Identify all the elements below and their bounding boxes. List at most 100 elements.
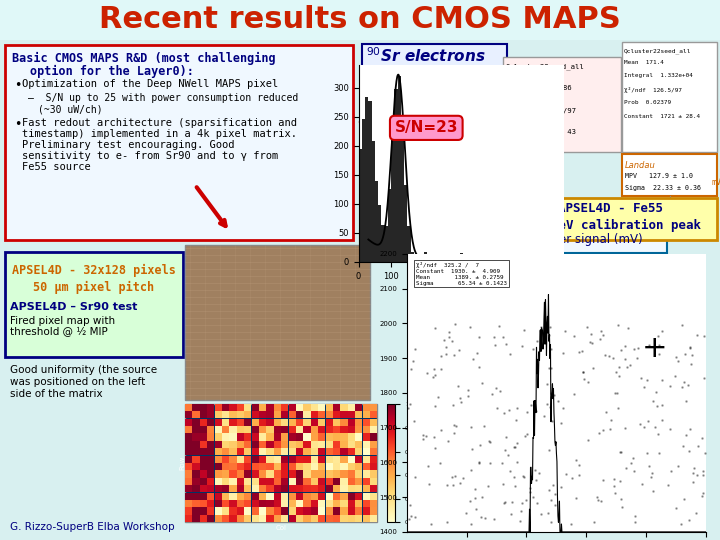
Bar bbox=[375, 180, 378, 262]
Bar bbox=[230, 485, 237, 492]
Point bbox=[653, 448, 665, 457]
Point bbox=[409, 345, 420, 354]
Bar bbox=[222, 500, 229, 507]
Bar bbox=[311, 411, 318, 418]
Point bbox=[615, 346, 626, 354]
Bar bbox=[348, 470, 355, 477]
Bar bbox=[370, 448, 377, 455]
Bar bbox=[289, 434, 296, 441]
Text: Integral  1.332e+04: Integral 1.332e+04 bbox=[624, 73, 693, 78]
Bar bbox=[200, 411, 207, 418]
Text: APSEL4D - Fe55: APSEL4D - Fe55 bbox=[559, 202, 664, 215]
Bar bbox=[303, 515, 310, 522]
Point bbox=[529, 465, 541, 474]
Point bbox=[429, 402, 441, 410]
Point bbox=[504, 350, 516, 359]
Bar bbox=[289, 404, 296, 411]
Bar bbox=[282, 485, 289, 492]
Bar bbox=[200, 441, 207, 448]
Bar bbox=[266, 515, 274, 522]
Point bbox=[521, 430, 533, 438]
Point bbox=[542, 509, 554, 517]
Point bbox=[422, 368, 433, 377]
Bar bbox=[348, 500, 355, 507]
Bar bbox=[333, 463, 340, 470]
Point bbox=[557, 404, 569, 413]
Bar bbox=[259, 426, 266, 433]
Point bbox=[613, 363, 624, 372]
Bar bbox=[237, 441, 244, 448]
Bar bbox=[325, 478, 333, 485]
Bar bbox=[333, 418, 340, 426]
Text: Recent results on CMOS MAPS: Recent results on CMOS MAPS bbox=[99, 5, 621, 35]
Bar bbox=[282, 404, 289, 411]
Point bbox=[519, 432, 531, 441]
Bar bbox=[311, 434, 318, 441]
Point bbox=[576, 347, 588, 355]
Point bbox=[652, 430, 664, 438]
Point bbox=[545, 363, 557, 372]
Bar bbox=[207, 418, 215, 426]
Bar bbox=[259, 463, 266, 470]
Bar bbox=[185, 404, 377, 522]
Bar bbox=[378, 205, 382, 262]
Point bbox=[405, 399, 416, 408]
Point bbox=[473, 457, 485, 466]
Bar bbox=[207, 500, 215, 507]
Bar bbox=[289, 500, 296, 507]
Point bbox=[477, 379, 488, 387]
Bar bbox=[185, 448, 192, 455]
Point bbox=[690, 471, 702, 480]
Bar bbox=[486, 261, 489, 262]
Text: APSEL4D – Sr90 test: APSEL4D – Sr90 test bbox=[10, 302, 138, 312]
Point bbox=[531, 336, 542, 345]
Bar bbox=[222, 508, 229, 515]
Bar bbox=[244, 441, 251, 448]
Point bbox=[548, 391, 559, 400]
Bar bbox=[355, 418, 362, 426]
Bar bbox=[296, 478, 303, 485]
Point bbox=[510, 482, 521, 490]
Bar bbox=[325, 434, 333, 441]
Bar bbox=[370, 426, 377, 433]
Point bbox=[605, 416, 616, 424]
Bar bbox=[230, 456, 237, 463]
Bar bbox=[341, 463, 348, 470]
Point bbox=[544, 322, 555, 331]
Text: Qcluster22seed_all: Qcluster22seed_all bbox=[624, 48, 691, 53]
Bar bbox=[215, 404, 222, 411]
Bar bbox=[303, 500, 310, 507]
Bar bbox=[215, 434, 222, 441]
Bar bbox=[303, 478, 310, 485]
Bar bbox=[192, 441, 199, 448]
Bar bbox=[363, 515, 370, 522]
Bar bbox=[237, 500, 244, 507]
Bar bbox=[318, 485, 325, 492]
Bar bbox=[311, 485, 318, 492]
Point bbox=[698, 332, 710, 341]
Bar bbox=[363, 411, 370, 418]
Bar bbox=[391, 139, 395, 262]
Point bbox=[464, 322, 475, 331]
Point bbox=[498, 479, 509, 488]
Point bbox=[588, 518, 600, 526]
Point bbox=[410, 472, 421, 481]
Bar bbox=[259, 470, 266, 477]
Bar bbox=[512, 257, 515, 262]
Bar bbox=[534, 257, 538, 262]
Bar bbox=[251, 515, 258, 522]
Point bbox=[485, 459, 496, 468]
Point bbox=[480, 514, 491, 522]
Bar bbox=[5, 45, 353, 240]
Point bbox=[422, 462, 433, 470]
Bar bbox=[200, 463, 207, 470]
Bar bbox=[192, 485, 199, 492]
Bar bbox=[289, 485, 296, 492]
Bar bbox=[185, 411, 192, 418]
Bar bbox=[215, 426, 222, 433]
Bar bbox=[362, 119, 365, 262]
Point bbox=[498, 409, 510, 417]
Text: (~30 uW/ch): (~30 uW/ch) bbox=[38, 104, 103, 114]
Point bbox=[434, 458, 446, 467]
Bar bbox=[296, 404, 303, 411]
